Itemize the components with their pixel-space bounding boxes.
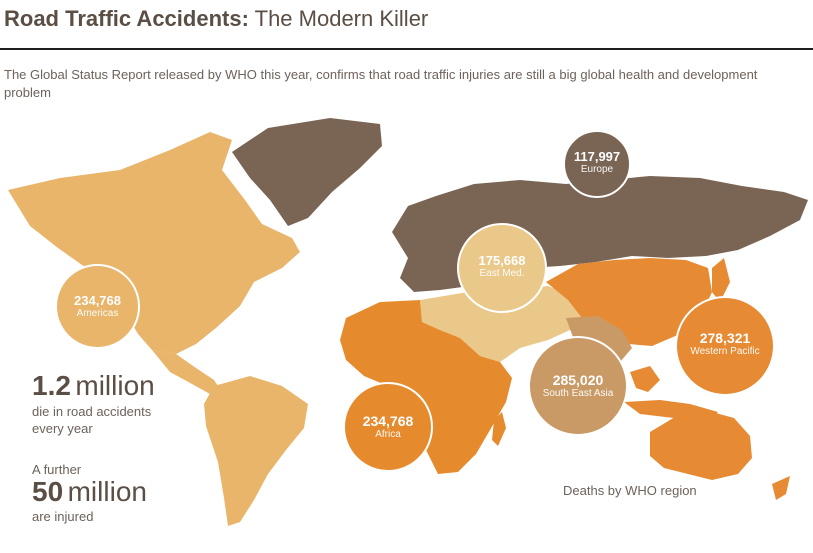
bubble-europe: 117,997 Europe (563, 130, 631, 198)
region-africa (340, 300, 512, 474)
bubble-western-pacific-value: 278,321 (699, 330, 751, 346)
title-light: The Modern Killer (254, 6, 429, 31)
region-japan (712, 258, 730, 302)
injured-label: are injured (32, 509, 94, 524)
bubble-africa-value: 234,768 (362, 413, 414, 429)
bubble-americas-label: Americas (76, 308, 119, 319)
deaths-line2: every year (32, 421, 93, 436)
bubble-americas-value: 234,768 (74, 293, 121, 308)
region-new-zealand (772, 476, 790, 500)
page-title: Road Traffic Accidents: The Modern Kille… (4, 6, 428, 32)
bubble-europe-label: Europe (580, 164, 614, 175)
region-east-med (420, 286, 584, 362)
bubble-americas: 234,768 Americas (55, 264, 140, 349)
deaths-value: 1.2 (32, 370, 71, 401)
title-divider (0, 48, 813, 50)
region-americas-central (152, 350, 222, 394)
bubble-south-east-asia: 285,020 South East Asia (528, 336, 628, 436)
further-text: A further (32, 462, 82, 477)
bubble-east-med-label: East Med. (479, 268, 525, 279)
region-se-asia-islands (630, 366, 660, 392)
subtitle: The Global Status Report released by WHO… (4, 67, 758, 100)
region-americas-south (204, 376, 308, 526)
region-americas-north (8, 132, 300, 354)
bubble-western-pacific-label: Western Pacific (690, 346, 760, 357)
bubble-africa-label: Africa (375, 429, 401, 440)
region-australia (650, 412, 752, 480)
region-greenland (232, 118, 382, 226)
title-bold: Road Traffic Accidents: (4, 6, 249, 31)
bubble-europe-value: 117,997 (573, 149, 621, 164)
deaths-stat: 1.2 million (32, 370, 155, 402)
injured-value: 50 (32, 476, 64, 507)
bubble-south-east-asia-value: 285,020 (552, 372, 604, 388)
bubble-africa: 234,768 Africa (343, 382, 433, 472)
bubble-east-med: 175,668 East Med. (457, 223, 547, 313)
deaths-line1: die in road accidents (32, 404, 152, 419)
bubble-east-med-value: 175,668 (478, 253, 526, 268)
legend-caption: Deaths by WHO region (563, 483, 697, 498)
injured-unit: million (67, 476, 147, 507)
bubble-south-east-asia-label: South East Asia (542, 388, 614, 399)
bubble-western-pacific: 278,321 Western Pacific (675, 296, 775, 396)
injured-stat: 50 million (32, 476, 147, 508)
region-east-asia (546, 258, 712, 346)
region-madagascar (492, 412, 506, 446)
deaths-unit: million (75, 370, 155, 401)
